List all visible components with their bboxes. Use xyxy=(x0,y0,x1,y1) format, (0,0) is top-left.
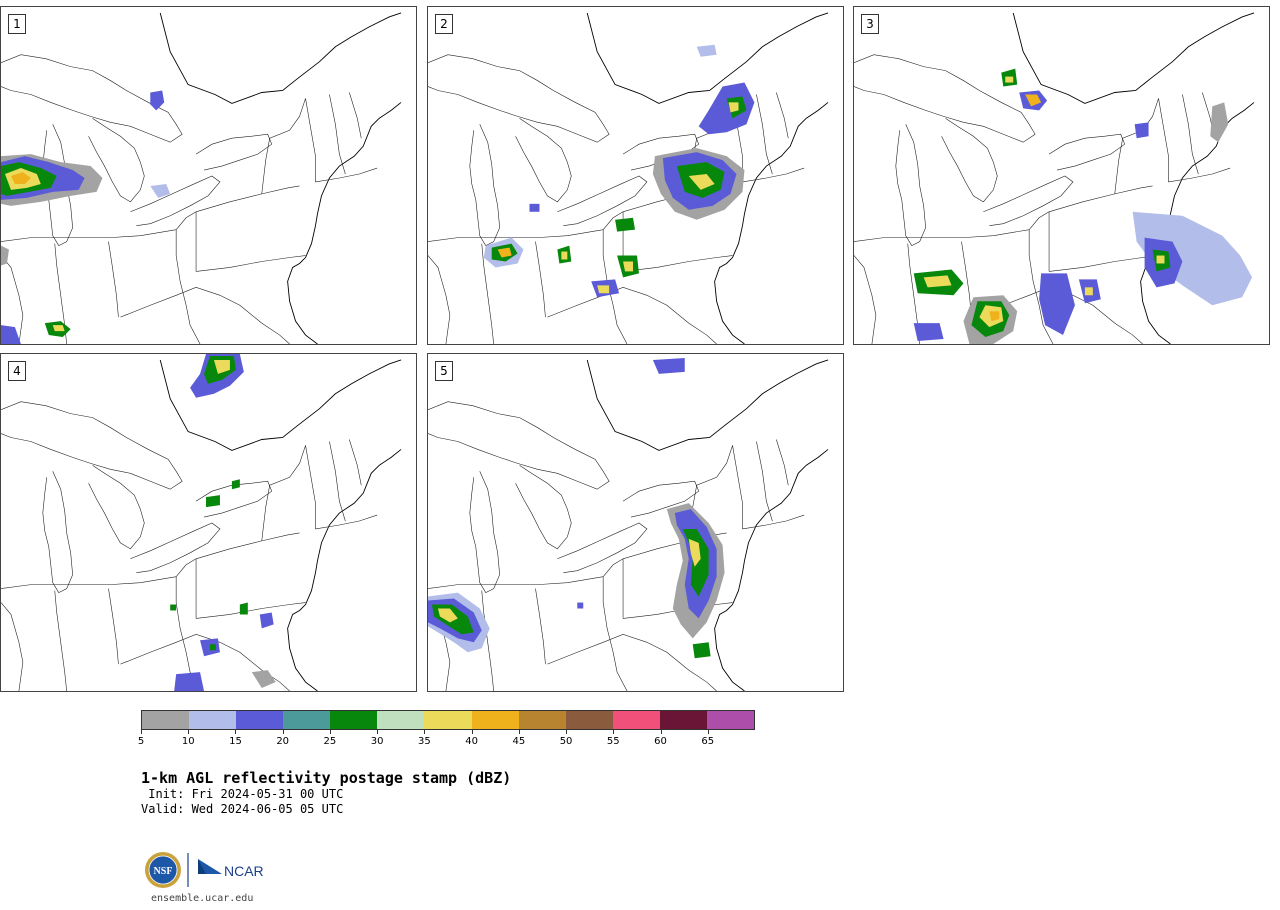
colorbar-swatch xyxy=(659,711,707,729)
colorbar-swatch xyxy=(706,711,755,729)
colorbar-swatch xyxy=(424,711,472,729)
colorbar-swatch xyxy=(330,711,378,729)
figure-title: 1-km AGL reflectivity postage stamp (dBZ… xyxy=(141,769,512,787)
colorbar-tick-label: 55 xyxy=(606,736,620,747)
reflectivity-echoes xyxy=(913,68,1253,344)
colorbar-swatch xyxy=(518,711,566,729)
colorbar-tick-mark xyxy=(188,730,190,734)
colorbar-tick-mark xyxy=(141,730,142,734)
colorbar-tick-mark xyxy=(707,730,709,734)
valid-time: Valid: Wed 2024-06-05 05 UTC xyxy=(141,802,344,816)
colorbar-swatch xyxy=(236,711,284,729)
colorbar-tick-label: 20 xyxy=(276,736,290,747)
colorbar-swatch xyxy=(142,711,190,729)
postage-stamp-panel-1: 1 xyxy=(0,6,417,345)
postage-stamp-panel-5: 5 xyxy=(427,353,844,692)
nsf-logo-text: NSF xyxy=(154,866,173,877)
colorbar-tick-mark xyxy=(282,730,284,734)
colorbar-tick-label: 15 xyxy=(229,736,242,747)
colorbar-tick-label: 10 xyxy=(181,736,195,747)
colorbar-tick-label: 65 xyxy=(701,736,715,747)
colorbar-swatch xyxy=(377,711,425,729)
member-1-map xyxy=(1,12,402,344)
member-5-map xyxy=(428,357,829,691)
colorbar-tick-label: 50 xyxy=(559,736,573,747)
colorbar-tick-label: 40 xyxy=(465,736,478,747)
colorbar-tick-mark xyxy=(660,730,662,734)
colorbar-tick-mark xyxy=(518,730,520,734)
colorbar-tick-label: 25 xyxy=(323,736,337,747)
panel-number: 3 xyxy=(861,14,879,34)
colorbar-swatch xyxy=(189,711,237,729)
nsf-logo-icon: NSF xyxy=(145,852,181,888)
colorbar-tick-mark xyxy=(566,730,568,734)
colorbar-tick-label: 60 xyxy=(654,736,667,747)
reflectivity-echoes xyxy=(170,354,276,691)
member-4-map xyxy=(1,354,402,691)
panel-number: 1 xyxy=(8,14,26,34)
postage-stamp-panel-3: 3 xyxy=(853,6,1270,345)
postage-stamp-panel-4: 4 xyxy=(0,353,417,692)
reflectivity-echoes xyxy=(1,90,171,344)
ncar-logo-icon: NCAR xyxy=(198,859,264,879)
colorbar-tick-label: 45 xyxy=(512,736,526,747)
colorbar-tick-mark xyxy=(471,730,473,734)
ncar-logo-text: NCAR xyxy=(224,863,264,879)
colorbar-swatch xyxy=(565,711,613,729)
colorbar-tick-mark xyxy=(377,730,379,734)
website-url: ensemble.ucar.edu xyxy=(151,893,254,904)
member-3-map xyxy=(854,12,1255,344)
reflectivity-echoes xyxy=(483,44,755,298)
colorbar-tick-label: 30 xyxy=(370,736,384,747)
colorbar-swatch xyxy=(283,711,331,729)
colorbar-tick-mark xyxy=(329,730,331,734)
reflectivity-echoes xyxy=(428,357,725,659)
reflectivity-colorbar xyxy=(141,710,755,730)
colorbar-tick-mark xyxy=(235,730,237,734)
panel-number: 4 xyxy=(8,361,26,381)
colorbar-swatch xyxy=(612,711,660,729)
member-2-map xyxy=(428,12,829,344)
colorbar-swatch xyxy=(471,711,519,729)
colorbar-ticks: 5 10 15 20 25 30 35 40 45 50 55 60 65 xyxy=(137,730,755,750)
nsf-ncar-logos: NSF NCAR xyxy=(145,852,264,888)
colorbar-tick-label: 5 xyxy=(137,736,145,747)
colorbar-tick-label: 35 xyxy=(418,736,431,747)
colorbar-tick-mark xyxy=(613,730,615,734)
panel-number: 5 xyxy=(435,361,453,381)
init-time: Init: Fri 2024-05-31 00 UTC xyxy=(141,787,344,801)
postage-stamp-panel-2: 2 xyxy=(427,6,844,345)
colorbar-tick-mark xyxy=(424,730,426,734)
panel-number: 2 xyxy=(435,14,453,34)
